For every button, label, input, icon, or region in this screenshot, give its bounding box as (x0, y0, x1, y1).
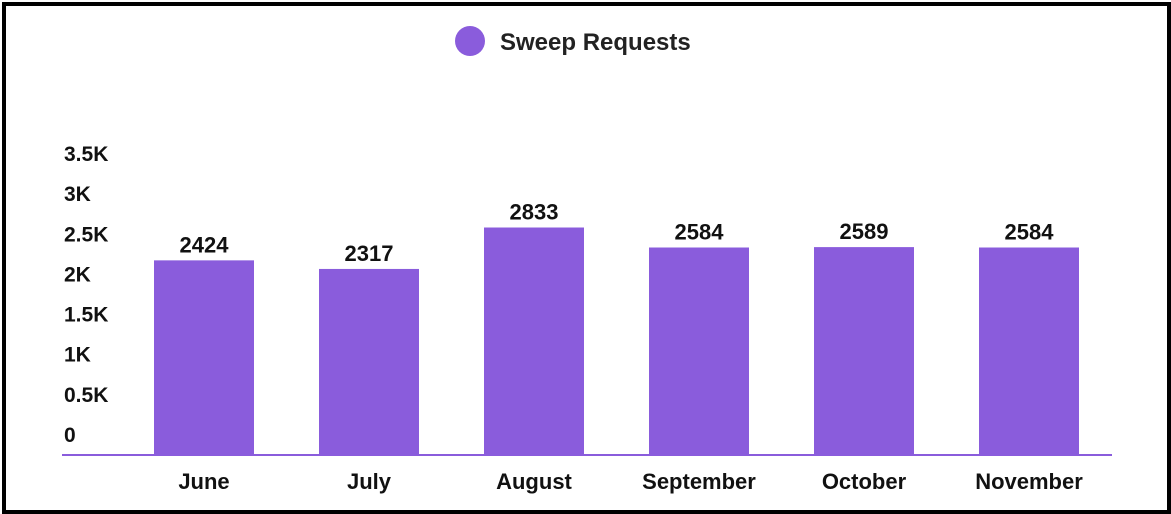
bars (154, 227, 1079, 455)
bar-july (319, 268, 419, 455)
bar-august (484, 227, 584, 455)
y-tick-label: 0 (64, 424, 76, 447)
x-tick-label-july: July (347, 469, 392, 494)
bar-october (814, 247, 914, 455)
data-label-july: 2317 (345, 241, 394, 266)
bar-september (649, 247, 749, 455)
y-tick-label: 2.5K (64, 223, 108, 246)
data-label-november: 2584 (1005, 220, 1055, 245)
y-tick-label: 3.5K (64, 143, 108, 166)
x-tick-label-august: August (496, 469, 572, 494)
x-tick-label-september: September (642, 469, 756, 494)
data-label-september: 2584 (675, 220, 725, 245)
data-label-august: 2833 (510, 200, 559, 225)
data-labels: 2424 2317 2833 2584 2589 2584 (180, 200, 1055, 266)
x-tick-label-november: November (975, 469, 1083, 494)
bar-june (154, 260, 254, 455)
y-axis: 0 0.5K 1K 1.5K 2K 2.5K 3K 3.5K (64, 143, 108, 447)
x-tick-label-october: October (822, 469, 907, 494)
legend-swatch-sweep-requests (455, 26, 485, 56)
y-tick-label: 2K (64, 263, 91, 286)
data-label-october: 2589 (840, 219, 889, 244)
x-axis: June July August September October November (178, 469, 1083, 494)
y-tick-label: 0.5K (64, 384, 108, 407)
bar-november (979, 247, 1079, 455)
legend-label-sweep-requests: Sweep Requests (500, 29, 691, 56)
legend: Sweep Requests (455, 26, 691, 56)
data-label-june: 2424 (180, 232, 230, 257)
y-tick-label: 3K (64, 183, 91, 206)
x-tick-label-june: June (178, 469, 229, 494)
y-tick-label: 1K (64, 344, 91, 367)
y-tick-label: 1.5K (64, 304, 108, 327)
